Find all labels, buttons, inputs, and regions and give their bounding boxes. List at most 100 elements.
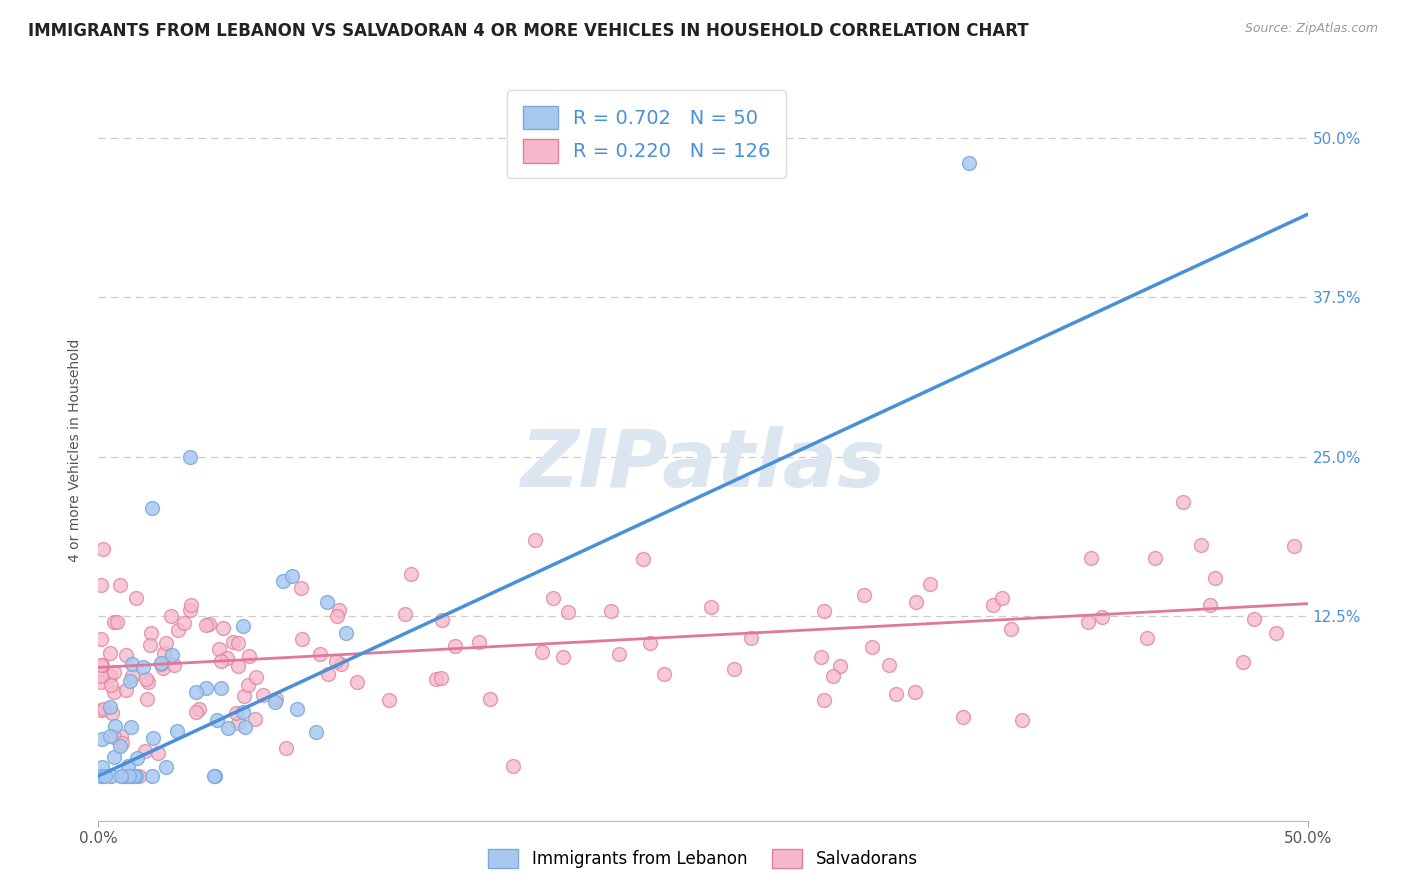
Point xyxy=(115,683,138,698)
Point xyxy=(271,574,294,588)
Y-axis label: 4 or more Vehicles in Household: 4 or more Vehicles in Household xyxy=(69,339,83,562)
Point xyxy=(810,649,832,664)
Point xyxy=(135,672,157,686)
Point xyxy=(631,552,654,566)
Point xyxy=(141,769,163,783)
Point xyxy=(91,542,114,557)
Point xyxy=(316,595,339,609)
Point xyxy=(232,706,254,720)
Point xyxy=(100,646,122,660)
Point xyxy=(328,603,350,617)
Point xyxy=(179,450,201,464)
Point xyxy=(125,591,148,605)
Point xyxy=(184,685,207,699)
Point xyxy=(981,598,1004,612)
Point xyxy=(98,700,121,714)
Point xyxy=(212,621,235,635)
Point xyxy=(557,605,579,619)
Point xyxy=(226,658,249,673)
Point xyxy=(166,623,188,637)
Point xyxy=(160,648,183,662)
Point xyxy=(90,760,112,774)
Point xyxy=(90,657,112,672)
Point xyxy=(121,669,143,683)
Point xyxy=(305,725,328,739)
Point xyxy=(326,609,349,624)
Point xyxy=(957,156,980,170)
Point xyxy=(1144,551,1167,566)
Point xyxy=(103,730,125,744)
Point xyxy=(184,706,207,720)
Point xyxy=(236,678,259,692)
Point xyxy=(1080,551,1102,566)
Point xyxy=(1199,598,1222,612)
Point xyxy=(103,685,125,699)
Point xyxy=(813,693,835,707)
Point xyxy=(91,732,114,747)
Point xyxy=(245,670,267,684)
Point xyxy=(90,769,112,783)
Point xyxy=(862,640,884,654)
Point xyxy=(94,769,117,783)
Point xyxy=(101,706,124,720)
Point xyxy=(217,650,239,665)
Point xyxy=(179,603,201,617)
Point xyxy=(98,669,121,683)
Point xyxy=(103,615,125,629)
Point xyxy=(904,595,927,609)
Point xyxy=(640,636,662,650)
Point xyxy=(110,739,132,754)
Point xyxy=(531,644,554,658)
Point xyxy=(238,649,260,664)
Point xyxy=(228,715,250,730)
Point xyxy=(103,750,125,764)
Point xyxy=(209,681,232,695)
Point xyxy=(108,577,131,591)
Point xyxy=(91,658,114,673)
Point xyxy=(291,632,314,646)
Point xyxy=(479,692,502,706)
Point xyxy=(264,692,287,706)
Point xyxy=(952,709,974,723)
Point xyxy=(252,688,274,702)
Point xyxy=(821,669,844,683)
Point xyxy=(853,589,876,603)
Point xyxy=(150,657,173,671)
Point xyxy=(159,608,181,623)
Point xyxy=(188,702,211,716)
Point xyxy=(125,769,148,783)
Point xyxy=(1264,626,1286,640)
Point xyxy=(173,615,195,630)
Text: ZIPatlas: ZIPatlas xyxy=(520,426,886,504)
Legend: R = 0.702   N = 50, R = 0.220   N = 126: R = 0.702 N = 50, R = 0.220 N = 126 xyxy=(508,90,786,178)
Point xyxy=(394,607,416,621)
Point xyxy=(1232,655,1254,669)
Point xyxy=(553,650,575,665)
Point xyxy=(104,719,127,733)
Point xyxy=(541,591,564,606)
Point xyxy=(308,647,330,661)
Point xyxy=(813,604,835,618)
Point xyxy=(991,591,1014,605)
Point xyxy=(205,713,228,727)
Point xyxy=(125,751,148,765)
Point xyxy=(117,758,139,772)
Point xyxy=(232,619,254,633)
Point xyxy=(118,674,141,689)
Point xyxy=(1091,610,1114,624)
Point xyxy=(153,646,176,660)
Point xyxy=(430,671,453,685)
Point xyxy=(136,674,159,689)
Point xyxy=(209,654,232,668)
Point xyxy=(90,669,112,683)
Point xyxy=(204,769,226,783)
Point xyxy=(222,635,245,649)
Point xyxy=(276,741,298,756)
Point xyxy=(700,600,723,615)
Point xyxy=(226,636,249,650)
Point xyxy=(100,678,122,692)
Point xyxy=(399,567,422,582)
Point xyxy=(100,769,122,783)
Point xyxy=(139,625,162,640)
Point xyxy=(233,720,256,734)
